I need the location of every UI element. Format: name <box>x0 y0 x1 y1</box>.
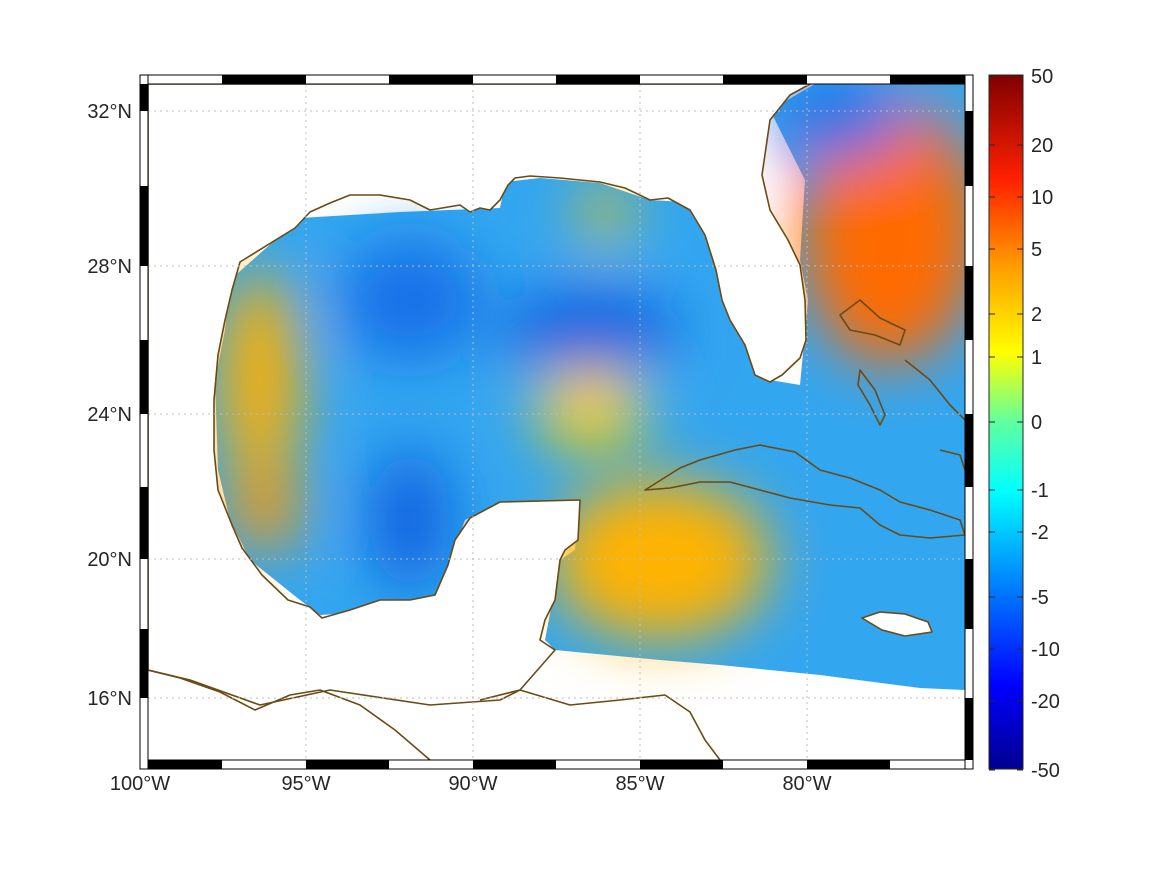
latitude-axis: 32°N 28°N 24°N 20°N 16°N <box>87 101 132 710</box>
bahamas-andros <box>839 299 906 346</box>
west-gulf-warm-patch <box>220 270 300 490</box>
lat-label: 24°N <box>87 404 132 426</box>
north-atlantic-cool-patch <box>775 84 905 160</box>
coastlines <box>148 84 965 760</box>
lon-label: 90°W <box>448 773 497 795</box>
colorbar-tick-label: 5 <box>1031 239 1042 261</box>
jamaica-outline <box>861 611 933 637</box>
apalachee-warm-patch <box>583 185 627 245</box>
east-atlantic-warm-patch <box>800 95 965 365</box>
lat-label: 16°N <box>87 688 132 710</box>
central-america-coast <box>148 669 721 760</box>
florida-landmass <box>148 84 811 706</box>
colorbar-tick-label: -20 <box>1031 691 1060 713</box>
west-gulf-cool-patch <box>340 240 480 360</box>
colorbar-tick-label: 20 <box>1031 135 1053 157</box>
lon-label: 85°W <box>615 773 664 795</box>
caribbean-warm-patch <box>550 480 770 640</box>
sea-field <box>215 84 965 690</box>
colorbar-tick-label: 1 <box>1031 347 1042 369</box>
central-gulf-cool-patch <box>500 290 680 370</box>
colorbar-tick-label: 0 <box>1031 412 1042 434</box>
colorbar-tick-label: -1 <box>1031 480 1049 502</box>
colorbar-tick-label: -2 <box>1031 522 1049 544</box>
colorbar-tick-label: 2 <box>1031 304 1042 326</box>
graticule <box>148 84 965 760</box>
campeche-cool-patch <box>370 450 450 590</box>
lon-label: 80°W <box>782 773 831 795</box>
bahamas-chain <box>857 359 965 426</box>
lon-label: 95°W <box>281 773 330 795</box>
hispaniola-outline <box>939 449 965 471</box>
lon-label: 100°W <box>110 773 170 795</box>
lat-label: 32°N <box>87 101 132 123</box>
longitude-axis: 100°W 95°W 90°W 85°W 80°W <box>110 773 832 795</box>
colorbar-tick-label: 10 <box>1031 187 1053 209</box>
map-frame <box>139 74 974 770</box>
lat-label: 28°N <box>87 256 132 278</box>
colorbar-tick-label: -5 <box>1031 587 1049 609</box>
cuba-outline <box>644 444 965 539</box>
colorbar-tick-label: -50 <box>1031 760 1060 782</box>
loop-current-warm-patch <box>535 370 645 450</box>
bay-campeche-warm-patch <box>230 470 300 550</box>
lat-label: 20°N <box>87 549 132 571</box>
colorbar-tick-label: -10 <box>1031 639 1060 661</box>
colorbar-tick-label: 50 <box>1031 66 1053 88</box>
